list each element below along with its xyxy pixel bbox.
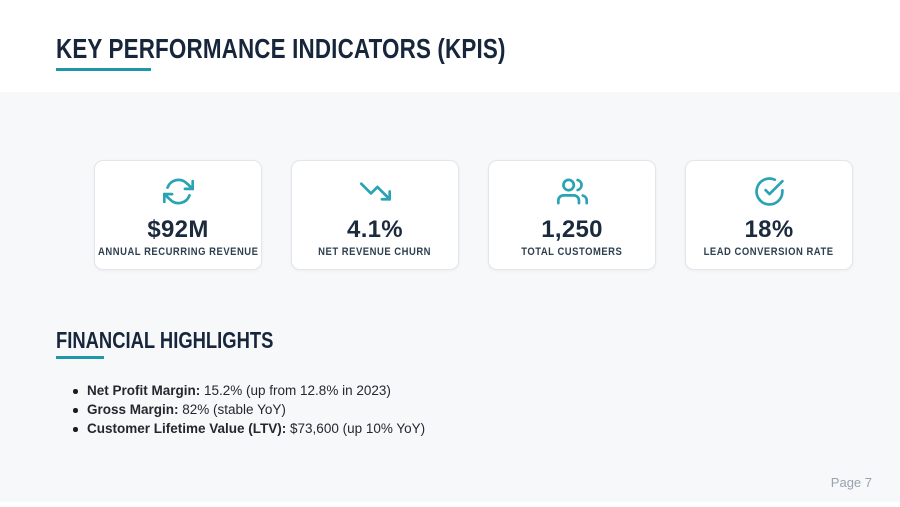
kpi-value: 4.1% <box>347 216 403 243</box>
kpi-card-net-revenue-churn: 4.1% NET REVENUE CHURN <box>291 160 459 270</box>
title-underline <box>56 68 151 71</box>
page-title: KEY PERFORMANCE INDICATORS (KPIS) <box>56 33 618 65</box>
kpi-label: LEAD CONVERSION RATE <box>704 246 834 258</box>
kpi-label: NET REVENUE CHURN <box>318 246 432 258</box>
check-circle-icon <box>754 176 785 207</box>
users-icon <box>556 176 588 207</box>
page-number: Page 7 <box>830 475 872 490</box>
kpi-label: ANNUAL RECURRING REVENUE <box>97 246 259 258</box>
page-title-text: KEY PERFORMANCE INDICATORS (KPIS) <box>56 33 506 64</box>
highlight-item-gross-margin: Gross Margin: 82% (stable YoY) <box>70 400 425 419</box>
highlight-text: 82% (stable YoY) <box>178 402 286 418</box>
refresh-icon <box>162 176 194 207</box>
kpi-card-annual-recurring-revenue: $92M ANNUAL RECURRING REVENUE <box>94 160 262 270</box>
section-title-text: FINANCIAL HIGHLIGHTS <box>56 327 274 353</box>
section-underline <box>56 356 104 359</box>
kpi-value: 1,250 <box>541 216 603 243</box>
content-band <box>0 92 900 502</box>
section-title: FINANCIAL HIGHLIGHTS <box>56 327 328 354</box>
trending-down-icon <box>359 176 391 207</box>
highlight-label: Gross Margin: <box>87 402 179 418</box>
kpi-card-lead-conversion-rate: 18% LEAD CONVERSION RATE <box>685 160 853 270</box>
kpi-value: $92M <box>147 216 209 243</box>
kpi-label: TOTAL CUSTOMERS <box>521 246 623 258</box>
highlight-label: Net Profit Margin: <box>87 383 201 398</box>
highlight-item-net-profit-margin: Net Profit Margin: 15.2% (up from 12.8% … <box>70 381 425 400</box>
kpi-value: 18% <box>744 216 794 243</box>
highlight-text: 15.2% (up from 12.8% in 2023) <box>200 383 391 398</box>
highlight-item-customer-ltv: Customer Lifetime Value (LTV): $73,600 (… <box>70 419 425 438</box>
kpi-card-total-customers: 1,250 TOTAL CUSTOMERS <box>488 160 656 270</box>
highlights-list: Net Profit Margin: 15.2% (up from 12.8% … <box>70 381 425 439</box>
highlight-text: $73,600 (up 10% YoY) <box>286 421 426 437</box>
highlight-label: Customer Lifetime Value (LTV): <box>87 421 287 437</box>
